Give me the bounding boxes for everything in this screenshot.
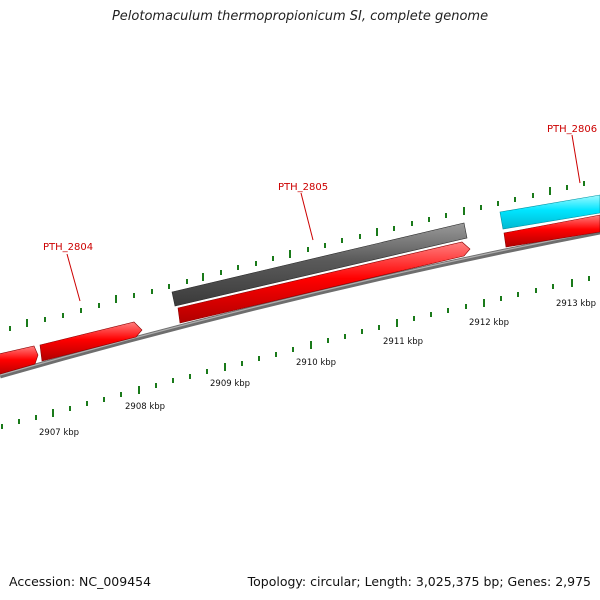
gene-leader-line: [300, 192, 314, 241]
scale-label: 2911 kbp: [383, 337, 423, 347]
scale-label: 2909 kbp: [210, 379, 250, 389]
scale-label: 2907 kbp: [39, 428, 79, 438]
scale-label: 2908 kbp: [125, 402, 165, 412]
map-title: Pelotomaculum thermopropionicum SI, comp…: [111, 9, 489, 24]
accession-text: Accession: NC_009454: [9, 574, 152, 589]
gene-label: PTH_2806: [547, 124, 597, 135]
gene-track: [0, 194, 600, 377]
gene-feature-pth-2807[interactable]: [503, 214, 600, 248]
inner-tick-row: [1, 276, 590, 429]
topology-text: Topology: circular; Length: 3,025,375 bp…: [247, 574, 591, 589]
gene-feature-pth-2805-red[interactable]: [177, 241, 471, 324]
scale-label: 2913 kbp: [556, 299, 596, 309]
outer-tick-row: [9, 181, 585, 331]
gene-feature-pth-2806[interactable]: [499, 194, 600, 230]
gene-feature-pth-2805-gray[interactable]: [171, 222, 468, 307]
genome-backbone: [0, 229, 600, 379]
gene-feature-pth-2803[interactable]: [0, 345, 39, 377]
gene-label: PTH_2804: [43, 242, 93, 253]
gene-leader-line: [66, 253, 81, 302]
gene-feature-pth-2804[interactable]: [39, 321, 143, 362]
gene-leader-line: [571, 134, 581, 184]
genome-backbone-highlight: [0, 230, 600, 376]
scale-label: 2912 kbp: [469, 318, 509, 328]
gene-label: PTH_2805: [278, 182, 328, 193]
scale-label: 2910 kbp: [296, 358, 336, 368]
